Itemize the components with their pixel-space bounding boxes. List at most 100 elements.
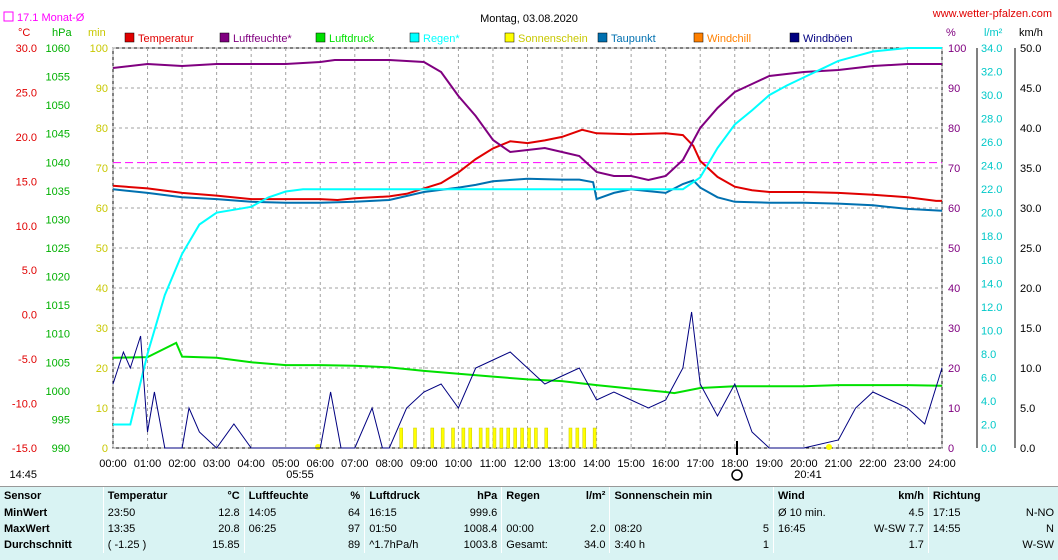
stats-cell: 1 xyxy=(762,539,769,551)
humidity-tick-label: 70 xyxy=(948,163,960,175)
sunshine-bar xyxy=(575,427,580,449)
pressure-tick-label: 995 xyxy=(52,414,70,426)
temp-unit-label: °C xyxy=(18,27,30,39)
legend-label: Luftfeuchte* xyxy=(233,33,292,45)
wind-tick-label: 40.0 xyxy=(1020,123,1041,135)
rain-tick-label: 30.0 xyxy=(981,90,1002,102)
rain-tick-label: 28.0 xyxy=(981,114,1002,126)
sun-tick-label: 50 xyxy=(96,243,108,255)
rain-tick-label: 18.0 xyxy=(981,231,1002,243)
rain-tick-label: 6.0 xyxy=(981,372,996,384)
sunshine-bar xyxy=(527,427,531,449)
legend-label: Windchill xyxy=(707,33,751,45)
x-tick-label: 06:00 xyxy=(306,458,334,470)
stats-cell: MaxWert xyxy=(4,523,50,535)
stats-cell xyxy=(570,505,610,521)
stats-cell: 2.0 xyxy=(590,523,606,535)
x-tick-label: 01:00 xyxy=(134,458,162,470)
sun-tick-label: 30 xyxy=(96,323,108,335)
sunshine-bar xyxy=(568,427,573,449)
stats-header: Sonnenschein min xyxy=(609,487,754,505)
stats-cell: 14:05 xyxy=(243,505,337,521)
pressure-tick-label: 990 xyxy=(52,443,70,455)
legend-swatch xyxy=(219,32,230,43)
humidity-tick-label: 50 xyxy=(948,243,960,255)
stats-cell: 12.8 xyxy=(218,507,240,519)
x-tick-label: 22:00 xyxy=(859,458,887,470)
stats-cell: 3:40 h xyxy=(609,537,754,553)
sunshine-bar xyxy=(513,427,517,449)
sunshine-bar xyxy=(461,427,466,449)
sunshine-bar xyxy=(592,427,597,449)
series-line-luftfeuchte xyxy=(112,59,942,182)
stats-cell xyxy=(609,505,754,521)
rain-tick-label: 10.0 xyxy=(981,325,1002,337)
stats-row-avg: Durchschnitt ( -1.25 ) 15.85 89 ^1.7hPa/… xyxy=(0,537,1058,553)
stats-cell: 16:15 xyxy=(364,505,445,521)
wind-tick-label: 25.0 xyxy=(1020,243,1041,255)
humidity-tick-label: 30 xyxy=(948,323,960,335)
stats-header: Regen xyxy=(501,487,570,505)
humidity-tick-label: 90 xyxy=(948,83,960,95)
wind-tick-label: 35.0 xyxy=(1020,163,1041,175)
rain-tick-label: 26.0 xyxy=(981,137,1002,149)
x-tick-label: 00:00 xyxy=(99,458,127,470)
rain-tick-label: 20.0 xyxy=(981,208,1002,220)
pressure-tick-label: 1060 xyxy=(46,43,70,55)
stats-header: l/m² xyxy=(585,490,606,502)
stats-cell: 1.7 xyxy=(908,539,924,551)
stats-header xyxy=(754,487,774,505)
sun-tick-label: 40 xyxy=(96,283,108,295)
stats-header xyxy=(1004,487,1058,505)
humidity-tick-label: 60 xyxy=(948,203,960,215)
rain-tick-label: 14.0 xyxy=(981,278,1002,290)
stats-cell xyxy=(754,505,774,521)
x-tick-label: 10:00 xyxy=(445,458,473,470)
pressure-tick-label: 1040 xyxy=(46,157,70,169)
stats-header: hPa xyxy=(477,490,498,502)
legend-swatch xyxy=(124,32,135,43)
stats-cell xyxy=(243,537,337,553)
stats-cell: 89 xyxy=(347,539,361,551)
pressure-tick-label: 1055 xyxy=(46,72,70,84)
series-line-temperatur xyxy=(112,128,942,202)
x-tick-label: 23:00 xyxy=(894,458,922,470)
pressure-tick-label: 1005 xyxy=(46,357,70,369)
stats-cell: W-SW 7.7 xyxy=(874,523,924,535)
legend-label: Temperatur xyxy=(138,33,194,45)
weather-chart: Montag, 03.08.2020 www.wetter-pfalzen.com… xyxy=(3,8,1052,481)
stats-cell: 23:50 xyxy=(102,505,196,521)
legend-label: Taupunkt xyxy=(611,33,656,45)
stats-cell: MinWert xyxy=(4,507,48,519)
temp-tick-label: 15.0 xyxy=(16,176,37,188)
temp-tick-label: -10.0 xyxy=(12,399,37,411)
stats-table: Sensor Temperatur °C Luftfeuchte % Luftd… xyxy=(0,486,1058,560)
stats-cell: 01:50 xyxy=(364,521,445,537)
avg-legend-box xyxy=(3,11,14,22)
sunshine-bar xyxy=(492,427,497,449)
legend-swatch xyxy=(315,32,326,43)
humidity-tick-label: 0 xyxy=(948,443,954,455)
stats-cell: 4.5 xyxy=(908,507,924,519)
sunrise-label: 05:55 xyxy=(286,469,314,481)
chart-title: Montag, 03.08.2020 xyxy=(480,13,578,25)
site-label: www.wetter-pfalzen.com xyxy=(932,8,1052,20)
sun-unit-label: min xyxy=(88,27,106,39)
legend-label: Regen* xyxy=(423,33,460,45)
legend-swatch xyxy=(597,32,608,43)
legend-swatch xyxy=(789,32,800,43)
wind-tick-label: 20.0 xyxy=(1020,283,1041,295)
wind-tick-label: 50.0 xyxy=(1020,43,1041,55)
stats-header: Wind xyxy=(772,487,850,505)
series-line-luftdruck xyxy=(112,341,943,395)
temp-tick-label: 25.0 xyxy=(16,87,37,99)
sunshine-bar xyxy=(520,427,524,449)
x-tick-label: 21:00 xyxy=(825,458,853,470)
rain-tick-label: 22.0 xyxy=(981,184,1002,196)
rain-tick-label: 8.0 xyxy=(981,349,996,361)
sunshine-bar xyxy=(544,427,549,449)
sunshine-bar xyxy=(478,427,483,449)
stats-header-row: Sensor Temperatur °C Luftfeuchte % Luftd… xyxy=(0,487,1058,505)
temp-tick-label: 30.0 xyxy=(16,43,37,55)
wind-tick-label: 10.0 xyxy=(1020,363,1041,375)
